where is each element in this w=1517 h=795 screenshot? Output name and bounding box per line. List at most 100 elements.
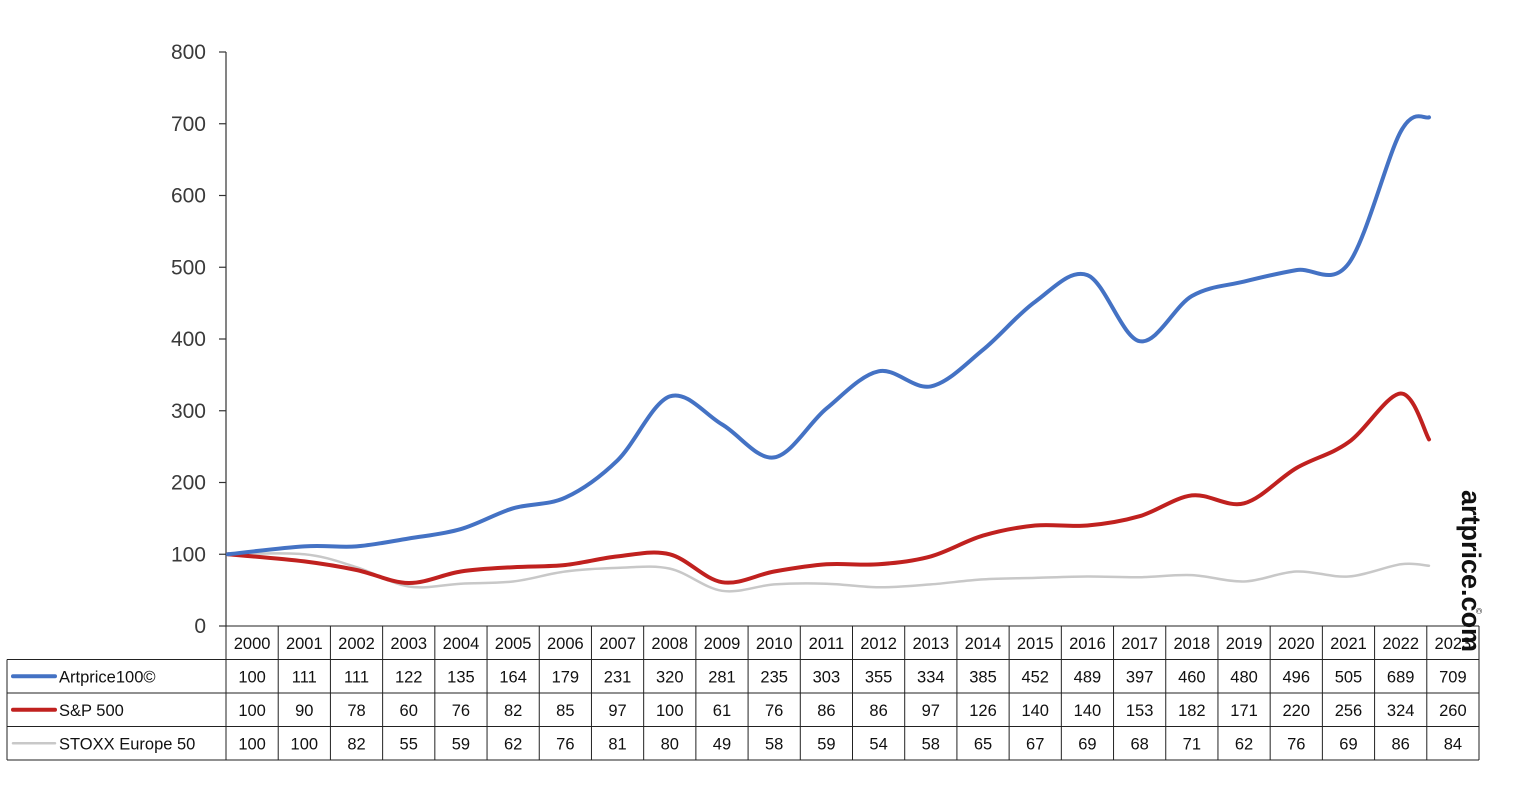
x-tick-label: 2009: [704, 635, 741, 653]
y-tick-label: 100: [171, 543, 206, 566]
data-label: 76: [1287, 735, 1305, 753]
data-label: 324: [1387, 702, 1415, 720]
data-label: 334: [917, 668, 945, 686]
data-label: 260: [1439, 702, 1467, 720]
data-label: 505: [1335, 668, 1363, 686]
series-line-2: [226, 552, 1431, 593]
data-label: 80: [661, 735, 679, 753]
y-tick-label: 500: [171, 256, 206, 279]
data-label: 100: [656, 702, 684, 720]
data-label: 59: [817, 735, 835, 753]
data-label: 60: [400, 702, 418, 720]
data-label: 84: [1444, 735, 1462, 753]
y-tick-label: 800: [171, 41, 206, 64]
data-label: 82: [504, 702, 522, 720]
legend-label: Artprice100©: [59, 668, 156, 686]
data-label: 69: [1339, 735, 1357, 753]
x-tick-label: 2006: [547, 635, 584, 653]
data-label: 86: [1392, 735, 1410, 753]
data-label: 689: [1387, 668, 1415, 686]
x-tick-label: 2020: [1278, 635, 1315, 653]
data-label: 85: [556, 702, 574, 720]
data-label: 489: [1074, 668, 1102, 686]
data-label: 303: [813, 668, 841, 686]
x-tick-label: 2019: [1226, 635, 1263, 653]
data-label: 68: [1130, 735, 1148, 753]
data-label: 496: [1283, 668, 1311, 686]
data-label: 76: [556, 735, 574, 753]
x-tick-label: 2017: [1121, 635, 1158, 653]
x-tick-label: 2011: [809, 635, 844, 653]
data-label: 76: [765, 702, 783, 720]
data-label: 140: [1021, 702, 1049, 720]
data-label: 153: [1126, 702, 1154, 720]
data-label: 355: [865, 668, 893, 686]
data-label: 122: [395, 668, 423, 686]
legend-label: S&P 500: [59, 702, 124, 720]
data-label: 256: [1335, 702, 1363, 720]
data-label: 281: [708, 668, 736, 686]
data-label: 78: [347, 702, 365, 720]
data-label: 164: [499, 668, 527, 686]
legend-label: STOXX Europe 50: [59, 735, 195, 753]
data-label: 126: [969, 702, 997, 720]
x-tick-label: 2014: [965, 635, 1002, 653]
data-label: 62: [1235, 735, 1253, 753]
data-label: 100: [291, 735, 319, 753]
data-label: 179: [552, 668, 580, 686]
data-label: 480: [1230, 668, 1258, 686]
data-label: 140: [1074, 702, 1102, 720]
data-label: 111: [344, 668, 369, 686]
data-label: 111: [292, 668, 317, 686]
x-tick-label: 2002: [338, 635, 375, 653]
data-label: 54: [869, 735, 887, 753]
x-tick-label: 2015: [1017, 635, 1054, 653]
data-label: 100: [238, 702, 266, 720]
data-label: 49: [713, 735, 731, 753]
x-tick-label: 2005: [495, 635, 532, 653]
data-label: 231: [604, 668, 632, 686]
x-tick-label: 2013: [912, 635, 949, 653]
data-label: 385: [969, 668, 997, 686]
x-tick-label: 2018: [1173, 635, 1210, 653]
series-lines: [226, 114, 1431, 593]
data-label: 100: [238, 735, 266, 753]
data-label: 182: [1178, 702, 1206, 720]
x-tick-label: 2022: [1382, 635, 1419, 653]
data-label: 97: [608, 702, 626, 720]
data-label: 58: [922, 735, 940, 753]
series-line-0: [226, 114, 1431, 557]
data-label: 86: [817, 702, 835, 720]
x-tick-label: 2021: [1330, 635, 1367, 653]
data-label: 69: [1078, 735, 1096, 753]
y-tick-label: 700: [171, 113, 206, 136]
data-label: 90: [295, 702, 313, 720]
data-table: 2000 2001 2002 2003 2004 2005 2006 2007 2008 2009…: [6, 625, 1480, 761]
data-label: 171: [1230, 702, 1258, 720]
x-tick-label: 2001: [286, 635, 323, 653]
y-tick-label: 400: [171, 328, 206, 351]
data-label: 81: [608, 735, 626, 753]
watermark: artprice.com ©: [1456, 490, 1486, 652]
x-tick-label: 2008: [651, 635, 688, 653]
data-label: 62: [504, 735, 522, 753]
data-label: 397: [1126, 668, 1154, 686]
data-label: 86: [869, 702, 887, 720]
series-line-1: [226, 391, 1431, 586]
data-label: 59: [452, 735, 470, 753]
data-label: 71: [1183, 735, 1201, 753]
data-label: 58: [765, 735, 783, 753]
data-label: 65: [974, 735, 992, 753]
data-label: 82: [347, 735, 365, 753]
data-label: 709: [1439, 668, 1467, 686]
data-label: 235: [760, 668, 788, 686]
y-tick-label: 0: [194, 615, 206, 638]
data-label: 97: [922, 702, 940, 720]
x-tick-label: 2023: [1435, 635, 1472, 653]
watermark-mark: ©: [1474, 608, 1483, 614]
data-label: 61: [713, 702, 731, 720]
data-label: 220: [1283, 702, 1311, 720]
x-tick-label: 2012: [860, 635, 897, 653]
data-label: 76: [452, 702, 470, 720]
